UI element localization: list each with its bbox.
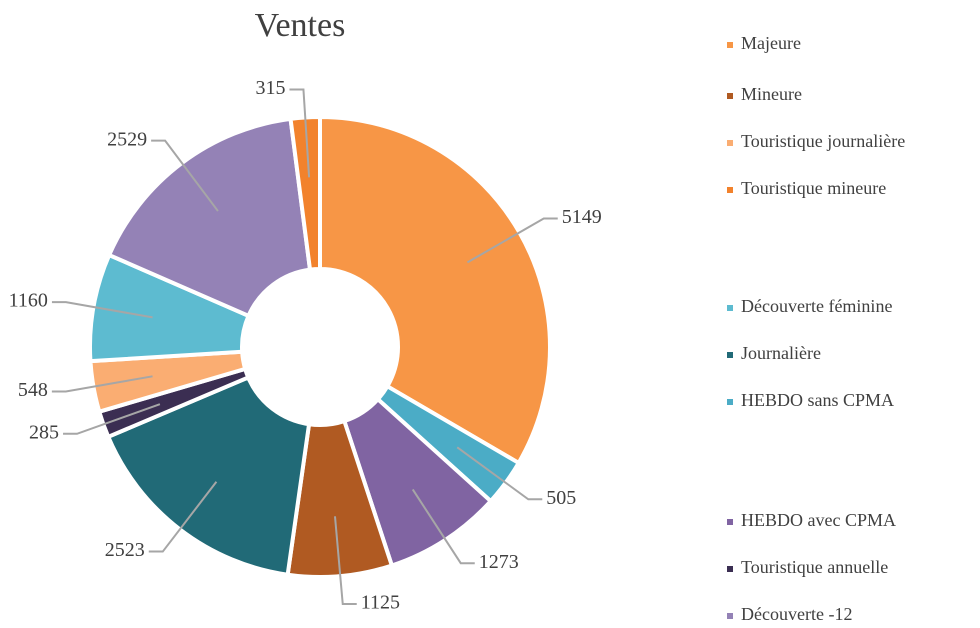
legend-swatch bbox=[727, 42, 733, 48]
leader-line bbox=[51, 375, 153, 393]
legend-swatch bbox=[727, 352, 733, 358]
legend-label: Mineure bbox=[741, 84, 802, 104]
data-label: 285 bbox=[29, 421, 59, 443]
data-label: 2523 bbox=[105, 539, 145, 561]
data-label: 1125 bbox=[361, 592, 400, 614]
chart-title: Ventes bbox=[255, 7, 346, 44]
donut-slice bbox=[288, 114, 322, 272]
leader-line bbox=[63, 403, 161, 435]
legend-label: Touristique mineure bbox=[741, 178, 886, 198]
donut-slice bbox=[318, 114, 552, 466]
legend-swatch bbox=[727, 399, 733, 405]
legend-swatch bbox=[727, 566, 733, 572]
data-label: 1273 bbox=[479, 551, 519, 573]
donut-slice bbox=[105, 374, 312, 577]
data-label: 505 bbox=[546, 487, 576, 509]
leader-line bbox=[151, 139, 219, 212]
legend-label: HEBDO avec CPMA bbox=[741, 510, 896, 530]
legend-swatch bbox=[727, 187, 733, 193]
legend-label: Découverte -12 bbox=[741, 604, 852, 624]
leader-line bbox=[51, 301, 153, 319]
legend-label: Touristique journalière bbox=[741, 131, 905, 151]
leader-line bbox=[466, 217, 558, 264]
leader-line bbox=[333, 516, 357, 605]
data-label: 2529 bbox=[107, 128, 147, 150]
leader-line bbox=[148, 481, 218, 553]
leader-line bbox=[456, 446, 543, 501]
donut-slice bbox=[106, 116, 313, 319]
legend-label: HEBDO sans CPMA bbox=[741, 390, 894, 410]
data-label: 5149 bbox=[562, 206, 602, 228]
legend-swatch bbox=[727, 613, 733, 619]
data-label: 1160 bbox=[9, 290, 48, 312]
legend-swatch bbox=[727, 140, 733, 146]
legend-swatch bbox=[727, 305, 733, 311]
legend-label: Touristique annuelle bbox=[741, 557, 888, 577]
legend-label: Découverte féminine bbox=[741, 296, 892, 316]
legend-swatch bbox=[727, 519, 733, 525]
data-label: 315 bbox=[255, 77, 285, 99]
legend-label: Majeure bbox=[741, 33, 801, 53]
legend-swatch bbox=[727, 93, 733, 99]
leader-line bbox=[411, 488, 475, 565]
data-label: 548 bbox=[18, 379, 48, 401]
legend-label: Journalière bbox=[741, 343, 821, 363]
leader-line bbox=[289, 88, 311, 178]
